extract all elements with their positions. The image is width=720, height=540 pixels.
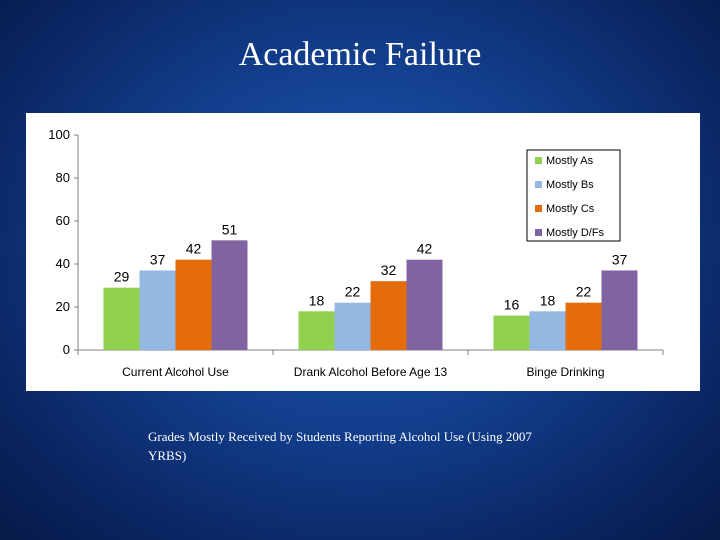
bar-value-label: 42 [417,241,433,257]
legend-swatch [535,229,542,236]
category-label: Drank Alcohol Before Age 13 [294,365,448,379]
bar-value-label: 18 [309,292,325,308]
legend-swatch [535,205,542,212]
bar-value-label: 51 [222,221,238,237]
bar-value-label: 22 [345,284,361,300]
y-tick-label: 40 [56,256,70,271]
bar-value-label: 37 [150,251,166,267]
bar-value-label: 16 [504,297,520,313]
legend-box [526,149,621,242]
bar [565,302,602,350]
bar-value-label: 18 [540,292,556,308]
chart-caption: Grades Mostly Received by Students Repor… [148,429,532,463]
bar [103,287,140,350]
bar [370,281,407,350]
category-label: Binge Drinking [526,365,604,379]
y-tick-label: 80 [56,170,70,185]
bar-value-label: 22 [576,284,592,300]
legend-swatch [535,157,542,164]
y-tick-label: 0 [63,342,70,357]
y-tick-label: 20 [56,299,70,314]
bar-chart: 0 20 40 60 80 100 29 37 42 51 Current Alcohol Use 1… [48,127,664,379]
bar [298,311,335,350]
bar [334,302,371,350]
bar [529,311,566,350]
bar-value-label: 37 [612,251,628,267]
bar [139,270,176,350]
category-label: Current Alcohol Use [122,365,229,379]
legend-label: Mostly Cs [546,203,595,215]
slide-title: Academic Failure [238,36,482,73]
y-tick-label: 60 [56,213,70,228]
bar [175,259,212,350]
legend-swatch [535,181,542,188]
bar-value-label: 42 [186,241,202,257]
bar [406,259,443,350]
bar-value-label: 29 [114,269,130,285]
legend-label: Mostly D/Fs [546,227,605,239]
y-tick-label: 100 [48,127,70,142]
bar [493,315,530,350]
bar [601,270,638,350]
legend-label: Mostly Bs [546,179,594,191]
legend-label: Mostly As [546,155,594,167]
chart-panel: 0 20 40 60 80 100 29 37 42 51 Current Alcohol Use 1… [26,113,700,391]
bar-value-label: 32 [381,262,397,278]
bar [211,240,248,350]
